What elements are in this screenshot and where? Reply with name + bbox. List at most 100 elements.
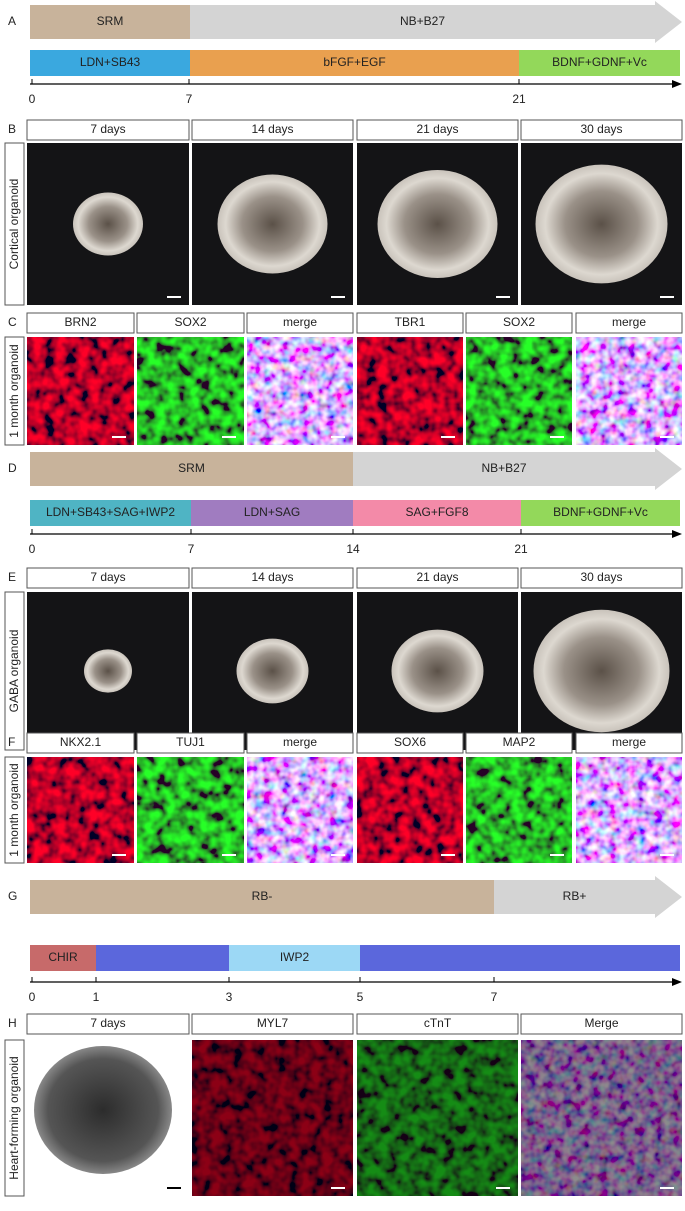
stage-label: SAG+FGF8 — [405, 505, 468, 519]
header-box — [136, 312, 245, 334]
fluorescence-signal — [247, 757, 353, 863]
medium-label: NB+B27 — [400, 14, 445, 28]
stage-label: LDN+SB43+SAG+IWP2 — [46, 505, 175, 519]
medium-label: RB+ — [563, 889, 587, 903]
header-box — [26, 732, 135, 754]
medium-bar — [30, 880, 494, 914]
tick-label: 21 — [514, 542, 528, 556]
header-box — [520, 1013, 683, 1035]
header-box — [575, 312, 683, 334]
side-label: 1 month organoid — [7, 763, 21, 856]
panel-letter: C — [8, 315, 17, 329]
header-box — [520, 119, 683, 141]
medium-label: RB- — [252, 889, 273, 903]
header-box — [26, 1013, 190, 1035]
header-box — [191, 567, 354, 589]
medium-label: SRM — [97, 14, 124, 28]
header-label: SOX2 — [174, 315, 206, 329]
medium-bar — [30, 5, 190, 39]
header-box — [465, 732, 573, 754]
side-label-box — [4, 591, 25, 751]
medium-label: SRM — [178, 461, 205, 475]
fluorescence-signal — [137, 337, 244, 445]
stage-label: BDNF+GDNF+Vc — [552, 55, 647, 69]
header-label: SOX6 — [394, 735, 426, 749]
side-label-box — [4, 1039, 25, 1197]
header-box — [465, 312, 573, 334]
header-box — [26, 312, 135, 334]
header-box — [26, 119, 190, 141]
fluorescence-signal — [576, 757, 682, 863]
header-label: cTnT — [424, 1016, 452, 1030]
tick-label: 0 — [29, 542, 36, 556]
side-label: GABA organoid — [7, 630, 21, 713]
stage-bar — [521, 500, 680, 526]
header-label: BRN2 — [64, 315, 96, 329]
side-label-box — [4, 756, 25, 864]
fluorescence-signal — [247, 337, 353, 445]
axis-arrow — [672, 978, 682, 986]
stage-bar — [229, 945, 360, 971]
header-box — [520, 567, 683, 589]
fluorescence-signal — [357, 337, 463, 445]
tick-label: 3 — [226, 990, 233, 1004]
medium-bar — [30, 452, 353, 486]
organoid — [533, 609, 670, 733]
side-label: Cortical organoid — [7, 179, 21, 270]
header-box — [26, 567, 190, 589]
stage-bar — [191, 500, 353, 526]
medium-label: NB+B27 — [481, 461, 526, 475]
header-label: merge — [612, 735, 646, 749]
header-box — [246, 312, 354, 334]
organoid — [535, 164, 668, 284]
stage-bar — [96, 945, 229, 971]
side-label-box — [4, 336, 25, 446]
header-label: SOX2 — [503, 315, 535, 329]
tick-label: 0 — [29, 92, 36, 106]
stage-label: BDNF+GDNF+Vc — [553, 505, 648, 519]
header-label: 7 days — [90, 1016, 125, 1030]
stage-bar — [519, 50, 680, 76]
tick-label: 7 — [188, 542, 195, 556]
tick-label: 7 — [186, 92, 193, 106]
header-label: 14 days — [251, 570, 293, 584]
medium-arrow — [353, 448, 682, 490]
stage-bar — [190, 50, 519, 76]
panel-letter: F — [8, 735, 15, 749]
axis-arrow — [672, 530, 682, 538]
fluorescence-signal — [137, 757, 244, 863]
fluorescence-signal — [192, 1040, 353, 1196]
stage-bar — [30, 945, 96, 971]
fluorescence-signal — [521, 1040, 682, 1196]
medium-arrow — [494, 876, 682, 918]
side-label: 1 month organoid — [7, 344, 21, 437]
header-label: TUJ1 — [176, 735, 205, 749]
stage-bar — [30, 50, 190, 76]
organoid — [217, 174, 328, 274]
header-label: merge — [283, 315, 317, 329]
stage-label: LDN+SAG — [244, 505, 300, 519]
panel-letter: B — [8, 122, 16, 136]
fluorescence-signal — [357, 757, 463, 863]
header-label: 21 days — [416, 122, 458, 136]
header-label: 14 days — [251, 122, 293, 136]
organoid — [377, 170, 498, 278]
header-label: Merge — [584, 1016, 618, 1030]
header-box — [191, 119, 354, 141]
panel-letter: A — [8, 14, 16, 28]
panel-letter: H — [8, 1016, 17, 1030]
tick-label: 21 — [512, 92, 526, 106]
header-box — [191, 1013, 354, 1035]
header-box — [575, 732, 683, 754]
header-label: MAP2 — [503, 735, 536, 749]
tick-label: 1 — [93, 990, 100, 1004]
medium-arrow — [190, 1, 682, 43]
header-box — [246, 732, 354, 754]
fluorescence-signal — [27, 337, 134, 445]
header-label: TBR1 — [395, 315, 426, 329]
header-box — [136, 732, 245, 754]
header-label: 30 days — [580, 570, 622, 584]
fluorescence-signal — [466, 337, 572, 445]
stage-bar — [360, 945, 680, 971]
